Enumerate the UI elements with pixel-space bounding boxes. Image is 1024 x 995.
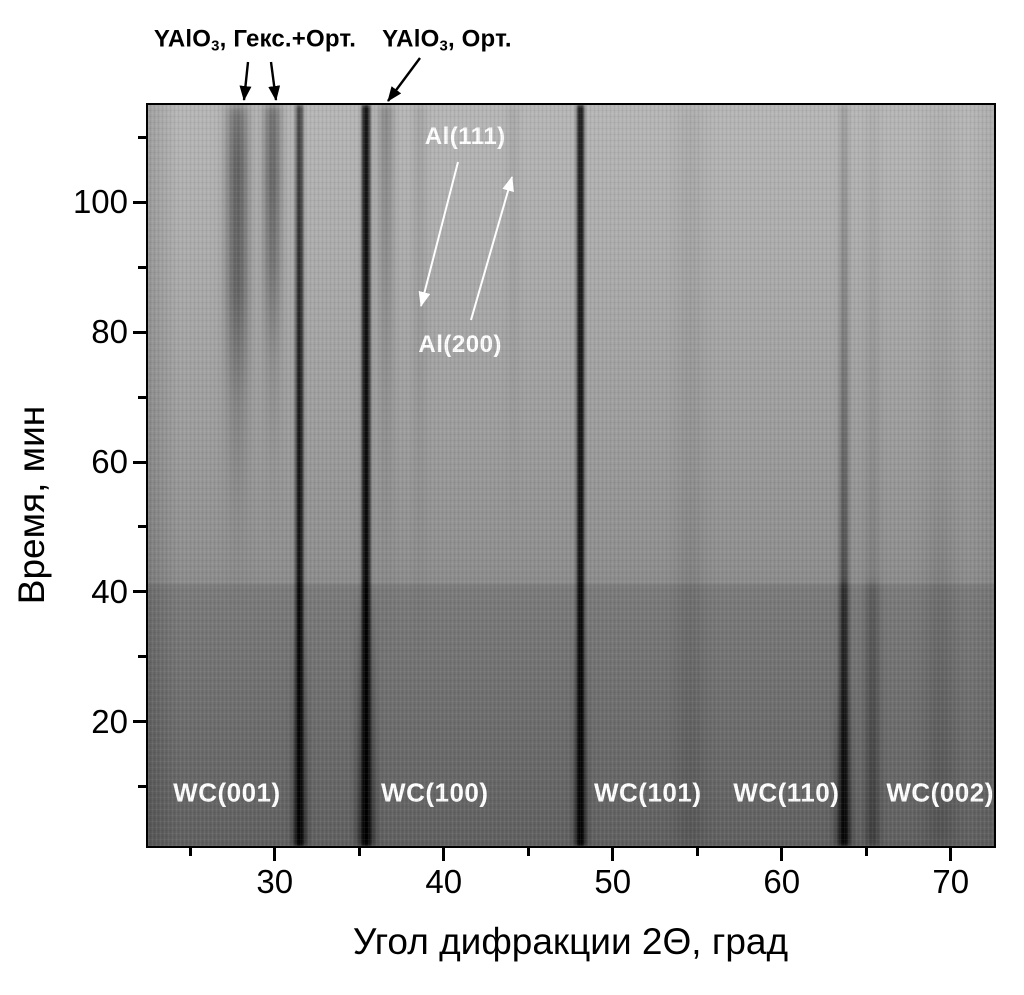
heatmap-plot: Al(111) Al(200) WC(001) WC(100) WC(101) WC(11… (145, 102, 996, 848)
band-wc100 (361, 104, 370, 846)
band-wc002 (867, 104, 878, 846)
band-wc110 (839, 104, 848, 846)
y-major-tick (132, 460, 146, 464)
annotation-text: YAlO (153, 25, 212, 53)
band-wc101 (576, 104, 584, 846)
y-major-tick (132, 590, 146, 594)
band-yalo3-hex-2 (266, 104, 280, 846)
annotation-text: , Гекс.+Орт. (219, 25, 357, 53)
band-wc001-base (292, 623, 307, 846)
annotation-subscript: 3 (211, 38, 220, 55)
arrow-yalo3-hex-2 (268, 61, 281, 101)
band-yalo3-ort (379, 104, 392, 846)
annotation-yalo3-hex-ort: YAlO3, Гекс.+Орт. (154, 25, 356, 54)
label-wc100: WC(100) (381, 777, 489, 808)
y-tick-label: 60 (91, 443, 128, 481)
y-minor-tick (137, 525, 146, 529)
y-minor-tick (137, 785, 146, 789)
label-wc110: WC(110) (733, 777, 840, 808)
x-minor-tick (188, 847, 192, 856)
y-tick-label: 100 (72, 183, 128, 221)
annotation-subscript: 3 (439, 38, 448, 55)
arrow-yalo3-hex-1 (239, 61, 252, 101)
x-tick-label: 30 (256, 863, 294, 900)
x-tick-label: 40 (425, 863, 463, 900)
y-major-tick (132, 720, 146, 724)
x-major-tick (611, 847, 615, 861)
band-al200 (508, 104, 517, 846)
label-wc101: WC(101) (593, 777, 702, 808)
y-minor-tick (137, 265, 146, 269)
y-axis-title: Время, мин (11, 405, 52, 605)
y-minor-tick (137, 135, 146, 139)
y-tick-label: 20 (91, 702, 128, 740)
band-wc100-base (357, 586, 374, 846)
x-major-tick (273, 847, 277, 861)
band-faint-69 (929, 104, 952, 846)
x-minor-tick (864, 847, 868, 856)
y-minor-tick (137, 395, 146, 399)
y-minor-tick (137, 655, 146, 659)
band-wc110-base (836, 682, 852, 846)
x-minor-tick (357, 847, 361, 856)
annotation-yalo3-ort: YAlO3, Орт. (382, 25, 512, 54)
y-major-tick (132, 330, 146, 334)
band-wc101-base (573, 623, 587, 846)
x-minor-tick (526, 847, 530, 856)
x-major-tick (949, 847, 953, 861)
band-al111 (415, 104, 424, 846)
band-wc001 (296, 104, 304, 846)
label-al200: Al(200) (418, 330, 502, 358)
label-wc001: WC(001) (173, 777, 281, 808)
annotation-text: , Орт. (447, 25, 512, 53)
y-tick-label: 40 (91, 572, 128, 610)
x-tick-label: 50 (594, 863, 632, 900)
x-major-tick (442, 847, 446, 861)
arrow-yalo3-ort (387, 57, 421, 102)
y-tick-label: 80 (91, 313, 128, 351)
x-tick-label: 60 (763, 863, 801, 900)
annotation-text: YAlO (382, 25, 440, 53)
x-major-tick (780, 847, 784, 861)
x-tick-label: 70 (932, 863, 970, 900)
label-wc002: WC(002) (886, 777, 994, 808)
band-faint-54 (679, 104, 700, 846)
x-axis-title: Угол дифракции 2Θ, град (352, 921, 789, 962)
x-minor-tick (695, 847, 699, 856)
band-yalo3-hex-1 (228, 104, 246, 846)
label-al111: Al(111) (424, 122, 506, 150)
y-major-tick (132, 200, 146, 204)
